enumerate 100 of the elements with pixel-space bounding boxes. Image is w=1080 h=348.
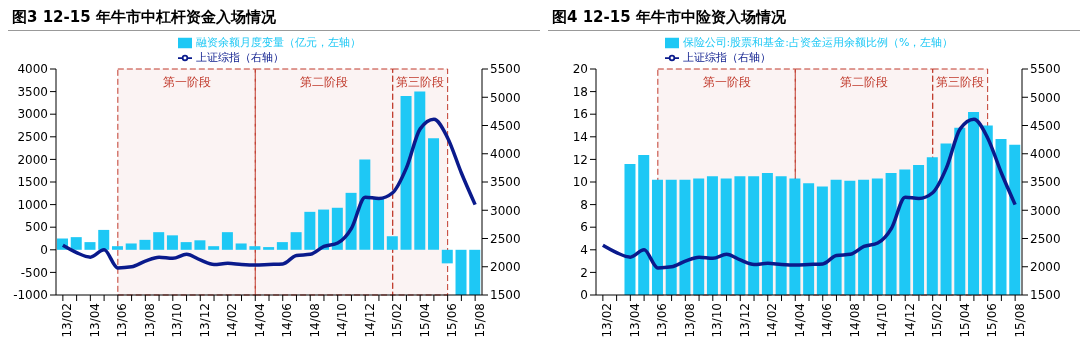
y-tick-label: 20 xyxy=(572,62,588,77)
x-tick-label: 14/08 xyxy=(307,303,322,338)
bar xyxy=(331,207,343,250)
y-tick-label: 8 xyxy=(580,197,588,212)
legend-label: 上证综指（右轴） xyxy=(682,51,771,64)
bar xyxy=(166,235,178,250)
bar xyxy=(926,157,938,295)
chart-title: 图4 12-15 年牛市中险资入场情况 xyxy=(548,8,1080,31)
bar xyxy=(180,242,192,250)
bar xyxy=(803,183,815,295)
bar xyxy=(1009,144,1021,295)
bar xyxy=(885,172,897,295)
bar xyxy=(304,211,316,250)
band-label: 第三阶段 xyxy=(396,74,445,89)
x-tick-label: 13/12 xyxy=(737,303,752,338)
bar xyxy=(318,209,330,250)
y-tick-label: 1000 xyxy=(17,197,48,212)
line-series xyxy=(601,117,1017,270)
x-tick-label: 13/02 xyxy=(600,303,615,338)
bar xyxy=(775,176,787,295)
y2-tick-label: 3500 xyxy=(1030,175,1061,190)
y-tick-label: 3000 xyxy=(17,107,48,122)
y2-tick-label: 5500 xyxy=(490,62,521,77)
y-tick-label: 16 xyxy=(572,107,588,122)
bar xyxy=(706,176,718,295)
y-tick-label: 2 xyxy=(580,265,588,280)
band-label: 第三阶段 xyxy=(936,74,985,89)
x-tick-label: 13/10 xyxy=(710,303,725,338)
bar xyxy=(651,179,663,295)
bar xyxy=(734,176,746,295)
x-tick-label: 15/08 xyxy=(472,303,487,338)
bar xyxy=(665,179,677,295)
y2-tick-label: 2500 xyxy=(1030,231,1061,246)
bar xyxy=(194,240,206,250)
y-tick-label: 14 xyxy=(572,130,588,145)
bar xyxy=(940,143,952,295)
y2-tick-label: 5500 xyxy=(1030,62,1061,77)
x-tick-label: 15/04 xyxy=(417,303,432,338)
bar xyxy=(720,178,732,295)
x-tick-label: 14/08 xyxy=(847,303,862,338)
bar xyxy=(844,180,856,295)
bar xyxy=(693,178,705,295)
y2-tick-label: 5000 xyxy=(1030,90,1061,105)
x-tick-label: 14/04 xyxy=(252,303,267,338)
bar xyxy=(139,239,151,250)
x-tick-label: 14/02 xyxy=(225,303,240,338)
y-tick-label: 12 xyxy=(572,152,588,167)
x-tick-label: 13/04 xyxy=(87,303,102,338)
bar xyxy=(679,179,691,295)
y2-tick-label: 1500 xyxy=(490,288,521,303)
y-tick-label: -500 xyxy=(20,265,48,280)
bar xyxy=(469,249,481,295)
y-tick-label: 6 xyxy=(580,220,588,235)
bar xyxy=(871,178,883,295)
x-tick-label: 15/02 xyxy=(390,303,405,338)
x-tick-label: 13/08 xyxy=(142,303,157,338)
x-tick-label: 14/12 xyxy=(902,303,917,338)
y2-tick-label: 2500 xyxy=(490,231,521,246)
x-tick-label: 14/10 xyxy=(335,303,350,338)
bar xyxy=(290,232,302,250)
bar xyxy=(455,249,467,295)
bar xyxy=(816,186,828,295)
x-tick-label: 15/04 xyxy=(957,303,972,338)
bar xyxy=(111,246,123,250)
bar xyxy=(748,176,760,295)
bar xyxy=(789,178,801,295)
bar xyxy=(84,242,96,250)
x-tick-label: 15/02 xyxy=(930,303,945,338)
y-tick-label: 2500 xyxy=(17,130,48,145)
y2-tick-label: 4500 xyxy=(490,118,521,133)
y-tick-label: 10 xyxy=(572,175,588,190)
x-tick-label: 13/02 xyxy=(60,303,75,338)
x-tick-label: 15/06 xyxy=(445,303,460,338)
y2-tick-label: 2000 xyxy=(490,260,521,275)
bar xyxy=(386,236,398,250)
bar xyxy=(373,197,385,250)
x-tick-label: 13/12 xyxy=(197,303,212,338)
x-tick-label: 13/10 xyxy=(170,303,185,338)
bar xyxy=(858,179,870,295)
y2-tick-label: 3500 xyxy=(490,175,521,190)
bar xyxy=(761,172,773,295)
band-label: 第一阶段 xyxy=(702,74,751,89)
band-label: 第一阶段 xyxy=(162,74,211,89)
y-tick-label: 1500 xyxy=(17,175,48,190)
x-tick-label: 14/04 xyxy=(792,303,807,338)
bar xyxy=(954,127,966,295)
bar xyxy=(221,232,233,250)
bar xyxy=(98,229,110,250)
x-tick-label: 15/08 xyxy=(1012,303,1027,338)
y-tick-label: 2000 xyxy=(17,152,48,167)
y2-tick-label: 3000 xyxy=(1030,203,1061,218)
y2-tick-label: 5000 xyxy=(490,90,521,105)
legend-label: 融资余额月度变量（亿元，左轴） xyxy=(195,36,361,49)
bar xyxy=(359,159,371,250)
y2-tick-label: 4000 xyxy=(1030,147,1061,162)
y-tick-label: 4 xyxy=(580,243,588,258)
bar xyxy=(400,96,412,250)
bar xyxy=(263,247,275,250)
line-series xyxy=(61,117,477,270)
x-tick-label: 13/04 xyxy=(627,303,642,338)
